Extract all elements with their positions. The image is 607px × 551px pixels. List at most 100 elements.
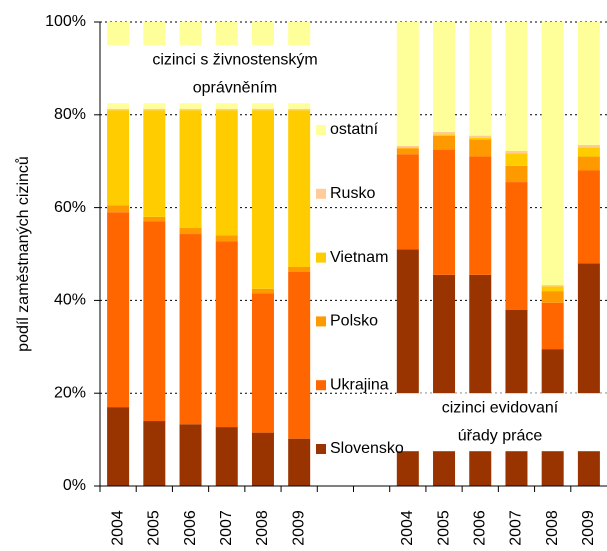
y-tick-label: 20%: [54, 384, 86, 401]
bar-segment: [577, 263, 600, 486]
legend-swatch: [316, 125, 326, 135]
bar-segment: [433, 134, 456, 136]
bar-segment: [107, 212, 130, 408]
bar-segment: [541, 291, 564, 303]
x-tick-label: 2006: [182, 510, 199, 546]
bar-segment: [433, 274, 456, 486]
bar-segment: [107, 407, 130, 486]
bar-segment: [288, 110, 311, 267]
bar-segment: [143, 421, 166, 486]
bar-segment: [251, 108, 274, 111]
legend-label: Polsko: [330, 313, 378, 330]
bar-segment: [143, 108, 166, 111]
legend-label: Vietnam: [330, 249, 388, 266]
x-tick-label: 2006: [471, 510, 488, 546]
bar-segment: [215, 241, 238, 428]
legend-swatch: [316, 380, 326, 391]
bar-segment: [179, 228, 202, 235]
bar-segment: [396, 22, 419, 146]
bar-segment: [469, 138, 492, 140]
bar-segment: [505, 165, 528, 183]
bar-segment: [469, 156, 492, 275]
bar-segment: [541, 302, 564, 350]
bar-segment: [433, 131, 456, 135]
bar-segment: [577, 147, 600, 157]
bar-segment: [179, 424, 202, 486]
x-tick-label: 2009: [290, 510, 307, 546]
bar-segment: [505, 182, 528, 310]
bar-segment: [469, 139, 492, 157]
bar-segment: [505, 153, 528, 166]
annotation-box: [396, 393, 607, 452]
legend-label: ostatní: [330, 121, 379, 138]
bar-segment: [577, 22, 600, 145]
bar-segment: [396, 148, 419, 155]
x-tick-label: 2005: [435, 510, 452, 546]
legend-swatch: [316, 316, 326, 327]
bar-segment: [215, 427, 238, 486]
bar-segment: [251, 288, 274, 294]
y-tick-label: 40%: [54, 292, 86, 309]
bar-segment: [577, 144, 600, 148]
bar-segment: [179, 234, 202, 425]
bar-segment: [251, 293, 274, 433]
bar-segment: [541, 286, 564, 292]
y-axis-label: podíl zaměstnaných cizinců: [14, 156, 32, 352]
y-tick-label: 80%: [54, 106, 86, 123]
bar-segment: [107, 108, 130, 111]
annotation: cizinci s živnostenským: [152, 51, 317, 68]
bar-segment: [433, 22, 456, 132]
bar-segment: [107, 205, 130, 213]
bar-segment: [251, 432, 274, 486]
x-tick-label: 2007: [508, 510, 525, 546]
bar-segment: [143, 110, 166, 217]
bar-segment: [469, 22, 492, 136]
annotation: cizinci evidovaní: [442, 399, 559, 416]
bar-segment: [215, 108, 238, 111]
x-tick-label: 2007: [218, 510, 235, 546]
annotation-box: [101, 45, 316, 104]
x-tick-label: 2004: [399, 510, 416, 546]
bar-segment: [396, 154, 419, 250]
x-tick-label: 2004: [109, 510, 126, 546]
bar-segment: [288, 438, 311, 486]
bar-segment: [577, 156, 600, 171]
y-tick-label: 0%: [63, 477, 86, 494]
legend-swatch: [316, 252, 326, 263]
legend-label: Rusko: [330, 185, 375, 202]
legend-label: Ukrajina: [330, 376, 389, 393]
x-tick-label: 2008: [544, 510, 561, 546]
bar-segment: [577, 170, 600, 264]
legend-swatch: [316, 444, 326, 454]
bar-segment: [215, 235, 238, 242]
bar-segment: [541, 22, 564, 286]
bar-segment: [469, 274, 492, 486]
bar-segment: [541, 285, 564, 287]
bar-segment: [505, 150, 528, 154]
bar-segment: [288, 266, 311, 272]
bar-segment: [288, 271, 311, 439]
legend-swatch: [316, 188, 326, 199]
bar-segment: [505, 22, 528, 151]
bar-segment: [396, 147, 419, 149]
bar-segment: [433, 149, 456, 275]
x-tick-label: 2005: [146, 510, 163, 546]
bar-segment: [179, 108, 202, 111]
y-tick-label: 100%: [45, 13, 86, 30]
annotation: oprávněním: [193, 79, 278, 96]
bar-segment: [288, 108, 311, 111]
x-tick-label: 2009: [580, 510, 597, 546]
bar-segment: [107, 110, 130, 206]
annotation: úřady práce: [458, 427, 543, 444]
x-tick-label: 2008: [254, 510, 271, 546]
bar-segment: [215, 110, 238, 236]
bar-segment: [469, 135, 492, 138]
y-tick-label: 60%: [54, 199, 86, 216]
bar-segment: [251, 110, 274, 289]
bar-segment: [396, 145, 419, 148]
bar-segment: [179, 110, 202, 229]
bar-segment: [143, 216, 166, 222]
legend-label: Slovensko: [330, 440, 404, 457]
bar-segment: [143, 221, 166, 422]
